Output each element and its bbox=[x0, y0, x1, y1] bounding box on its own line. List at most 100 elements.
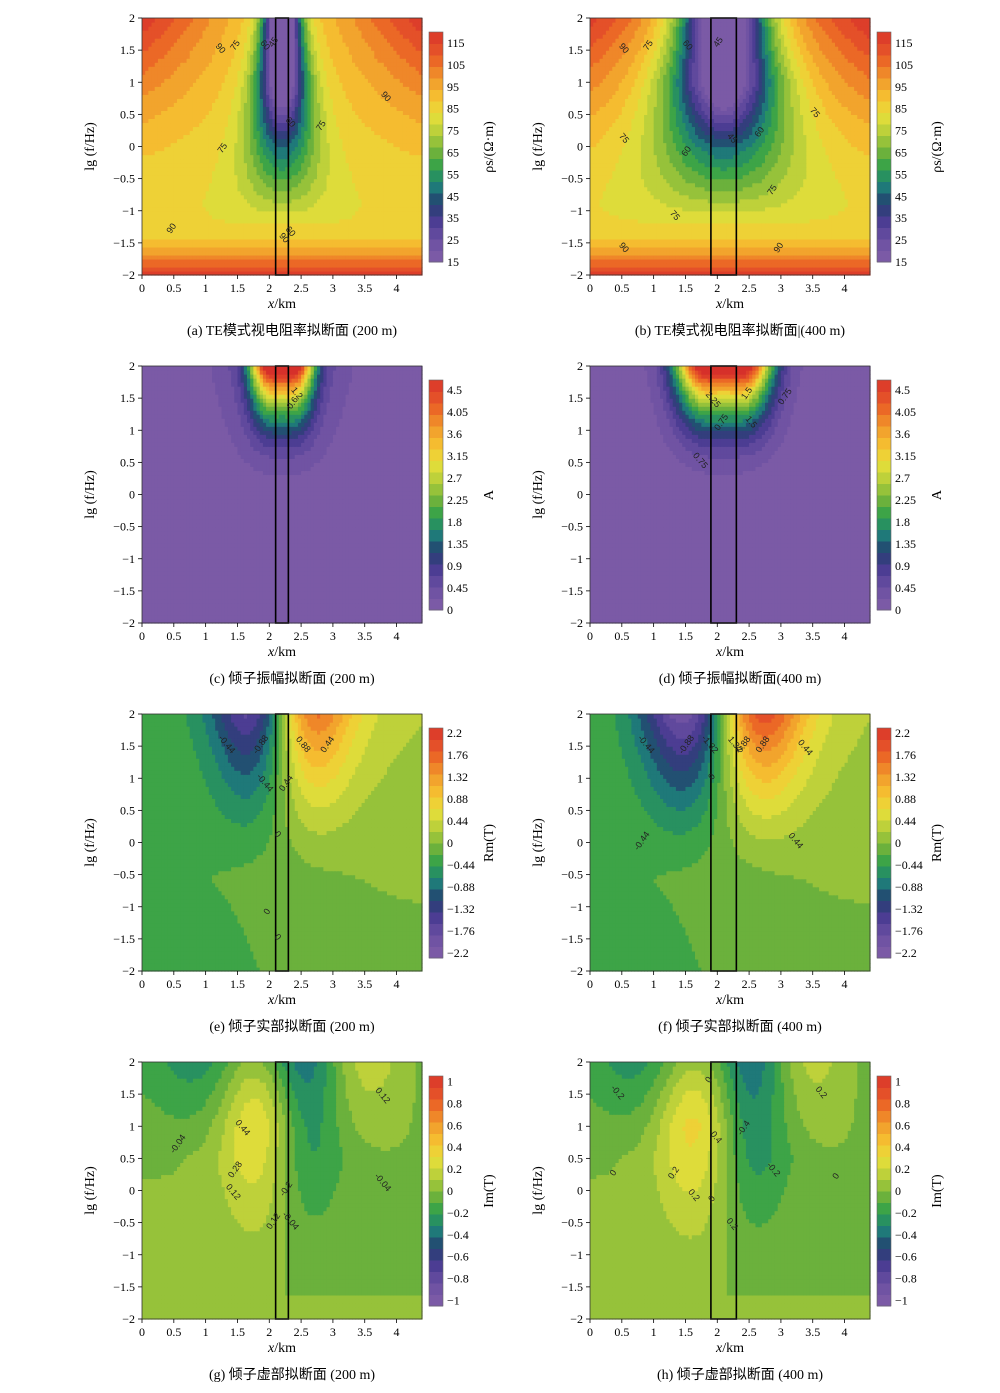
heatmap-cell bbox=[154, 74, 159, 79]
heatmap-cell bbox=[227, 202, 232, 208]
heatmap-cell bbox=[339, 154, 344, 160]
heatmap-cell bbox=[253, 142, 258, 148]
heatmap-cell bbox=[205, 198, 210, 204]
heatmap-cell bbox=[352, 154, 356, 160]
heatmap-cell bbox=[240, 238, 245, 244]
heatmap-cell bbox=[390, 266, 394, 272]
heatmap-cell bbox=[313, 66, 318, 71]
heatmap-cell bbox=[266, 146, 270, 152]
heatmap-cell bbox=[240, 178, 245, 184]
heatmap-cell bbox=[415, 262, 420, 268]
heatmap-cell bbox=[266, 226, 270, 232]
heatmap-cell bbox=[345, 202, 350, 208]
heatmap-cell bbox=[177, 158, 181, 164]
heatmap-cell bbox=[157, 226, 162, 232]
heatmap-cell bbox=[151, 230, 156, 236]
heatmap-cell bbox=[266, 78, 270, 83]
heatmap-cell bbox=[167, 226, 172, 232]
heatmap-cell bbox=[192, 258, 197, 264]
heatmap-cell bbox=[390, 102, 394, 107]
heatmap-cell bbox=[189, 162, 194, 168]
heatmap-cell bbox=[348, 46, 353, 51]
heatmap-cell bbox=[361, 110, 366, 115]
heatmap-cell bbox=[240, 122, 245, 128]
heatmap-cell bbox=[332, 250, 337, 256]
heatmap-cell bbox=[282, 234, 286, 240]
heatmap-cell bbox=[253, 182, 258, 188]
heatmap-cell bbox=[161, 90, 165, 95]
heatmap-cell bbox=[301, 238, 305, 244]
heatmap-cell bbox=[329, 230, 334, 236]
heatmap-cell bbox=[364, 174, 369, 180]
heatmap-cell bbox=[406, 126, 410, 132]
heatmap-cell bbox=[243, 174, 248, 180]
heatmap-cell bbox=[221, 174, 226, 180]
heatmap-cell bbox=[205, 82, 210, 87]
heatmap-cell bbox=[266, 174, 270, 180]
heatmap-cell bbox=[406, 70, 410, 75]
heatmap-cell bbox=[164, 226, 169, 232]
heatmap-cell bbox=[313, 106, 318, 111]
heatmap-cell bbox=[224, 118, 229, 124]
heatmap-cell bbox=[367, 66, 372, 71]
heatmap-cell bbox=[377, 214, 382, 220]
heatmap-cell bbox=[215, 238, 219, 244]
heatmap-cell bbox=[199, 110, 204, 115]
heatmap-cell bbox=[157, 142, 162, 148]
heatmap-cell bbox=[212, 210, 216, 216]
heatmap-cell bbox=[154, 206, 159, 212]
heatmap-cell bbox=[358, 50, 363, 55]
heatmap-cell bbox=[278, 134, 283, 140]
heatmap-cell bbox=[406, 182, 410, 188]
heatmap-cell bbox=[227, 102, 232, 107]
heatmap-cell bbox=[374, 166, 379, 172]
heatmap-cell bbox=[402, 214, 407, 220]
heatmap-cell bbox=[240, 86, 245, 91]
heatmap-cell bbox=[186, 218, 191, 224]
heatmap-cell bbox=[269, 238, 274, 244]
heatmap-cell bbox=[358, 238, 363, 244]
heatmap-cell bbox=[215, 258, 219, 264]
heatmap-cell bbox=[294, 186, 299, 192]
heatmap-cell bbox=[323, 150, 328, 156]
heatmap-cell bbox=[266, 186, 270, 192]
heatmap-cell bbox=[329, 70, 334, 75]
heatmap-cell bbox=[192, 82, 197, 87]
heatmap-cell bbox=[342, 74, 347, 79]
heatmap-cell bbox=[205, 226, 210, 232]
heatmap-cell bbox=[361, 122, 366, 128]
heatmap-cell bbox=[358, 166, 363, 172]
heatmap-cell bbox=[266, 266, 270, 272]
heatmap-cell bbox=[345, 150, 350, 156]
heatmap-cell bbox=[250, 106, 254, 111]
heatmap-cell bbox=[253, 78, 258, 83]
heatmap-cell bbox=[167, 134, 172, 140]
heatmap-cell bbox=[243, 106, 248, 111]
heatmap-cell bbox=[208, 54, 213, 59]
heatmap-cell bbox=[336, 50, 340, 55]
heatmap-cell bbox=[402, 194, 407, 200]
heatmap-cell bbox=[352, 210, 356, 216]
heatmap-cell bbox=[221, 114, 226, 119]
heatmap-cell bbox=[266, 270, 270, 276]
heatmap-cell bbox=[202, 138, 207, 144]
heatmap-cell bbox=[310, 214, 315, 220]
heatmap-cell bbox=[250, 114, 254, 119]
heatmap-cell bbox=[205, 74, 210, 79]
heatmap-cell bbox=[285, 110, 289, 115]
heatmap-cell bbox=[269, 182, 274, 188]
heatmap-cell bbox=[205, 222, 210, 228]
heatmap-cell bbox=[231, 86, 235, 91]
heatmap-cell bbox=[262, 86, 267, 91]
heatmap-cell bbox=[402, 90, 407, 95]
heatmap-cell bbox=[221, 218, 226, 224]
heatmap-cell bbox=[387, 182, 391, 188]
heatmap-cell bbox=[212, 230, 216, 236]
heatmap-cell bbox=[142, 62, 146, 67]
heatmap-cell bbox=[151, 74, 156, 79]
heatmap-cell bbox=[272, 218, 277, 224]
heatmap-cell bbox=[196, 246, 200, 252]
heatmap-cell bbox=[243, 206, 248, 212]
heatmap-cell bbox=[250, 214, 254, 220]
heatmap-cell bbox=[212, 226, 216, 232]
